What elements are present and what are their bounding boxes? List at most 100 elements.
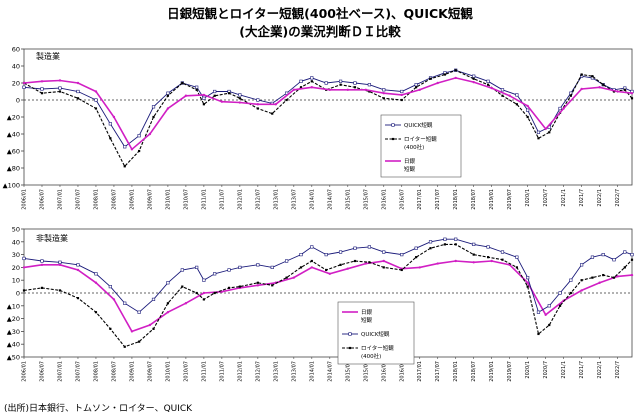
legend-marker-quick — [348, 332, 352, 336]
x-tick-label: 2018/07 — [471, 361, 477, 382]
y-tick-label: ▲20 — [7, 114, 20, 122]
data-point-quick — [108, 284, 112, 289]
data-point-reuters — [339, 263, 342, 266]
data-point-quick — [76, 89, 80, 94]
x-tick-label: 2019/07 — [507, 361, 513, 382]
data-point-tankan — [346, 267, 349, 270]
y-tick-label: ▲50 — [7, 354, 20, 362]
y-tick-label: 40 — [12, 238, 20, 246]
data-point-reuters — [271, 284, 274, 287]
data-point-tankan — [598, 86, 601, 89]
data-point-reuters — [94, 107, 98, 110]
data-point-tankan — [630, 92, 634, 95]
x-tick-label: 2020/7 — [543, 361, 549, 379]
legend-label-quick: QUICK短観 — [361, 330, 390, 338]
data-point-tankan — [76, 268, 80, 272]
x-tick-label: 2018/01 — [453, 361, 459, 382]
x-tick-label: 2013/07 — [291, 361, 297, 382]
data-point-reuters — [400, 268, 403, 272]
data-point-reuters — [515, 103, 518, 106]
data-point-quick — [195, 85, 199, 89]
data-point-quick — [213, 272, 217, 276]
y-tick-label: ▲80 — [7, 165, 20, 173]
data-point-quick — [166, 91, 170, 95]
legend-label-reuters: ロイター短観 — [404, 135, 437, 143]
data-point-quick — [558, 106, 562, 111]
data-point-quick — [213, 89, 217, 94]
data-point-reuters — [238, 97, 241, 100]
data-point-quick — [486, 245, 490, 249]
data-point-reuters — [548, 131, 551, 134]
data-point-tankan — [166, 311, 170, 314]
data-point-quick — [414, 83, 418, 87]
y-tick-label: 40 — [12, 63, 20, 71]
legend-label-tankan: 短観 — [361, 316, 373, 324]
data-point-tankan — [436, 81, 439, 85]
data-point-reuters — [202, 103, 205, 106]
x-tick-label: 2014/01 — [309, 189, 315, 210]
x-tick-label: 2021/1 — [561, 189, 567, 207]
y-tick-label: ▲40 — [7, 341, 20, 349]
data-point-quick — [500, 250, 505, 254]
data-point-tankan — [562, 107, 565, 110]
data-point-reuters — [58, 90, 62, 93]
x-tick-label: 2009/07 — [147, 361, 153, 382]
x-tick-label: 2022/7 — [615, 189, 621, 207]
x-tick-label: 2017/07 — [435, 189, 441, 210]
data-point-reuters — [109, 137, 112, 140]
data-point-tankan — [292, 276, 296, 279]
y-tick-label: ▲10 — [7, 302, 20, 310]
data-point-tankan — [40, 263, 44, 267]
data-point-tankan — [94, 90, 98, 93]
data-point-reuters — [382, 266, 385, 269]
data-point-reuters — [195, 88, 198, 91]
data-point-reuters — [152, 327, 155, 330]
data-point-reuters — [580, 279, 583, 282]
data-point-reuters — [166, 302, 170, 305]
panel-label: 製造業 — [36, 51, 60, 61]
x-tick-label: 2016/01 — [381, 361, 387, 382]
data-point-quick — [256, 98, 260, 102]
data-point-quick — [515, 93, 519, 97]
y-tick-label: 30 — [12, 251, 20, 259]
data-point-quick — [58, 260, 62, 264]
x-tick-label: 2018/07 — [471, 189, 477, 210]
data-point-tankan — [616, 90, 619, 93]
data-point-quick — [472, 242, 476, 246]
data-point-reuters — [630, 97, 634, 100]
data-point-reuters — [368, 90, 371, 93]
data-point-quick — [536, 310, 541, 314]
legend-label-tankan: 日銀 — [404, 157, 416, 165]
y-tick-label: ▲20 — [7, 315, 20, 323]
x-tick-label: 2006/07 — [39, 189, 45, 210]
series-line-reuters — [23, 69, 633, 168]
data-point-quick — [123, 145, 127, 149]
data-point-tankan — [472, 261, 475, 264]
data-point-quick — [353, 246, 357, 250]
data-point-quick — [22, 85, 26, 89]
data-point-tankan — [130, 148, 134, 151]
data-point-quick — [569, 91, 573, 95]
data-point-tankan — [598, 281, 601, 284]
data-point-reuters — [195, 291, 198, 295]
x-tick-label: 2012/07 — [255, 361, 261, 382]
data-point-quick — [151, 297, 156, 301]
x-tick-label: 2013/01 — [273, 189, 279, 210]
data-point-quick — [601, 252, 605, 257]
data-point-reuters — [138, 149, 141, 153]
data-point-reuters — [271, 112, 274, 115]
data-point-quick — [180, 268, 184, 272]
data-point-tankan — [418, 266, 421, 269]
x-tick-label: 2009/07 — [147, 189, 153, 210]
y-tick-label: ▲60 — [7, 148, 20, 156]
data-point-tankan — [544, 313, 547, 316]
legend-marker-reuters — [391, 137, 395, 141]
data-point-quick — [94, 272, 98, 276]
data-point-quick — [40, 87, 44, 91]
legend-label-tankan: 短観 — [404, 165, 416, 173]
legend-label-reuters: (400社) — [361, 352, 381, 360]
data-point-reuters — [486, 256, 490, 259]
data-point-tankan — [22, 266, 26, 269]
chart-title-line2: (大企業)の業況判断ＤＩ比較 — [239, 24, 401, 39]
